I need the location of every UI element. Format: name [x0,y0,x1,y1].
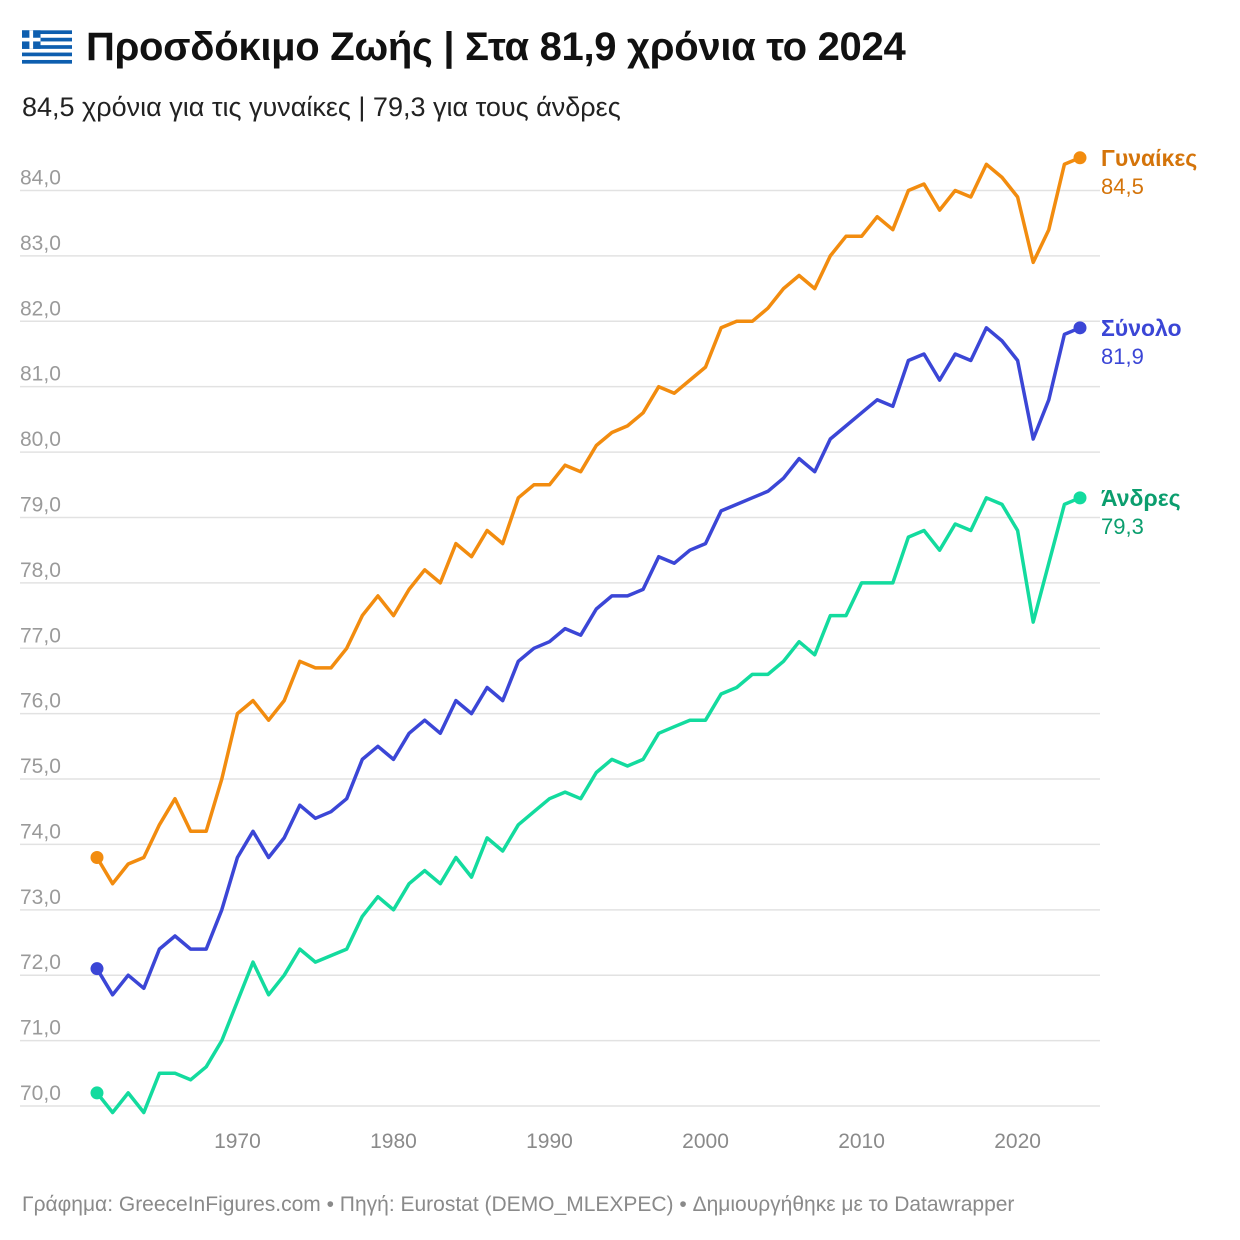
series-end-point [1073,491,1087,505]
x-tick-label: 2010 [838,1130,885,1153]
series-label-value: 84,5 [1101,174,1144,199]
y-tick-label: 72,0 [20,951,61,974]
series-line-total [95,326,1082,997]
x-tick-label: 2000 [682,1130,729,1153]
series-start-point [90,962,104,976]
series-label-name: Σύνολο [1101,315,1182,341]
chart-footer: Γράφημα: GreeceInFigures.com • Πηγή: Eur… [22,1193,1015,1216]
series-end-point [1073,321,1087,335]
series-start-point [90,851,104,865]
series-label-value: 81,9 [1101,344,1144,369]
series-labels: Γυναίκες 84,5 Σύνολο 81,9 Άνδρες 79,3 [1101,145,1197,539]
y-tick-label: 83,0 [20,232,61,255]
series-end-point [1073,151,1087,165]
y-tick-label: 76,0 [20,690,61,713]
chart-header: Προσδόκιμο Ζωής | Στα 81,9 χρόνια το 202… [22,20,1222,74]
y-tick-label: 82,0 [20,297,61,320]
y-tick-label: 70,0 [20,1082,61,1105]
greece-flag-icon [22,30,72,64]
x-tick-label: 2020 [994,1130,1041,1153]
y-tick-label: 81,0 [20,363,61,386]
y-tick-label: 79,0 [20,493,61,516]
y-tick-label: 73,0 [20,886,61,909]
series-start-point [90,1086,104,1100]
series-label-value: 79,3 [1101,514,1144,539]
y-axis-labels: 70,0 71,0 72,0 73,0 74,0 75,0 76,0 77,0 78,0 79,0… [20,167,61,1106]
page-title: Προσδόκιμο Ζωής | Στα 81,9 χρόνια το 202… [86,24,906,69]
series-line-women [95,156,1082,886]
y-tick-label: 71,0 [20,1017,61,1040]
y-tick-label: 77,0 [20,624,61,647]
series-lines [90,151,1087,1115]
x-axis-labels: 1970 1980 1990 2000 2010 2020 [214,1130,1041,1153]
x-tick-label: 1980 [370,1130,417,1153]
series-label-name: Γυναίκες [1101,145,1197,171]
x-tick-label: 1970 [214,1130,261,1153]
series-label-name: Άνδρες [1101,485,1181,511]
x-tick-label: 1990 [526,1130,573,1153]
y-tick-label: 80,0 [20,428,61,451]
y-tick-label: 84,0 [20,167,61,190]
y-tick-label: 75,0 [20,755,61,778]
chart-subtitle: 84,5 χρόνια για τις γυναίκες | 79,3 για … [22,92,621,122]
y-tick-label: 78,0 [20,559,61,582]
grid-lines [20,189,1100,1107]
y-tick-label: 74,0 [20,820,61,843]
title-row: Προσδόκιμο Ζωής | Στα 81,9 χρόνια το 202… [22,20,1222,74]
series-line-men [95,496,1082,1115]
